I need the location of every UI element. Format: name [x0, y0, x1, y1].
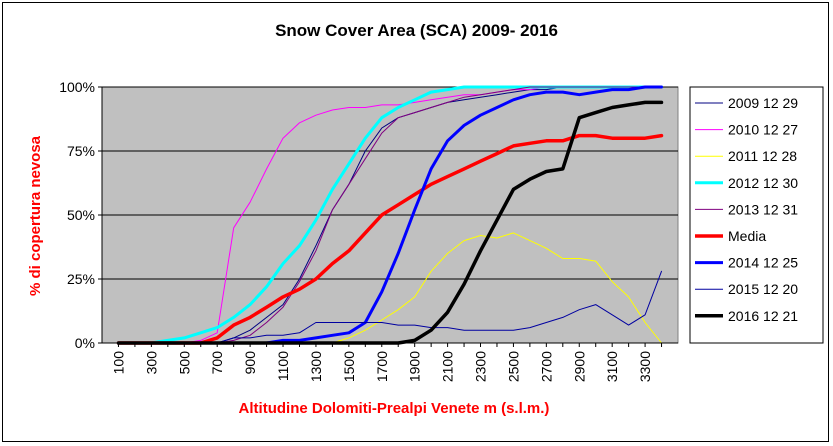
- x-tick-label: 1500: [341, 351, 357, 382]
- x-tick-label: 500: [176, 351, 192, 375]
- x-tick-label: 1100: [275, 351, 291, 381]
- x-tick-label: 2700: [538, 351, 554, 382]
- legend-entry: 2010 12 27: [728, 122, 798, 138]
- legend-entry: Media: [728, 228, 766, 244]
- x-tick-label: 700: [209, 351, 225, 375]
- legend-entry: 2012 12 30: [728, 175, 798, 191]
- chart-title: Snow Cover Area (SCA) 2009- 2016: [275, 21, 558, 40]
- x-tick-label: 3300: [637, 351, 653, 382]
- x-tick-label: 900: [242, 351, 258, 375]
- x-tick-label: 1900: [407, 351, 423, 382]
- y-axis-label: % di copertura nevosa: [27, 135, 44, 296]
- legend: 2009 12 29 2010 12 27 2011 12 28 2012 12 30…: [689, 86, 824, 344]
- y-tick-label: 100%: [59, 79, 95, 95]
- y-tick-label: 75%: [67, 143, 95, 159]
- x-tick-label: 2900: [571, 351, 587, 382]
- x-tick-label: 1300: [308, 351, 324, 382]
- x-tick-label: 2100: [440, 351, 456, 382]
- x-tick-label: 2500: [505, 351, 521, 382]
- legend-entry: 2016 12 21: [728, 308, 798, 324]
- x-axis-label: Altitudine Dolomiti-Prealpi Venete m (s.…: [239, 400, 550, 417]
- y-tick-label: 0%: [75, 335, 95, 351]
- legend-entry: 2015 12 20: [728, 281, 798, 297]
- y-tick-label: 50%: [67, 207, 95, 223]
- legend-entry: 2009 12 29: [728, 95, 798, 111]
- legend-entry: 2013 12 31: [728, 201, 798, 217]
- x-tick-label: 2300: [473, 351, 489, 382]
- x-tick-label: 100: [110, 351, 126, 375]
- y-tick-label: 25%: [67, 271, 95, 287]
- x-tick-label: 300: [143, 351, 159, 375]
- legend-entry: 2011 12 28: [728, 148, 797, 164]
- x-tick-label: 3100: [604, 351, 620, 382]
- legend-entry: 2014 12 25: [728, 255, 798, 271]
- x-tick-label: 1700: [374, 351, 390, 382]
